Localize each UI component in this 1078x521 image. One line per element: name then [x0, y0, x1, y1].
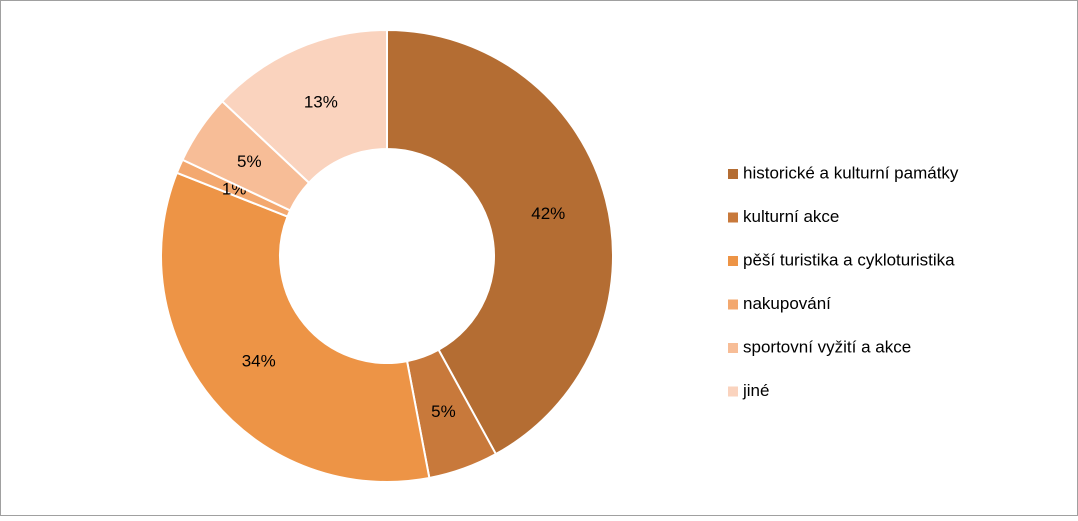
donut-slice [386, 28, 614, 456]
legend-swatch [728, 256, 738, 266]
donut-slice [220, 28, 388, 185]
data-label: 13% [304, 93, 338, 112]
legend-label: historické a kulturní památky [743, 163, 959, 182]
legend-label: nakupování [743, 294, 831, 313]
legend-label: jiné [742, 381, 769, 400]
legend-label: sportovní vyžití a akce [743, 337, 911, 356]
legend-swatch [728, 169, 738, 179]
donut-slice [160, 171, 431, 483]
legend-swatch [728, 212, 738, 223]
data-label: 34% [242, 352, 276, 371]
legend-swatch [728, 386, 738, 397]
legend-label: kulturní akce [743, 207, 839, 226]
legend-swatch [728, 299, 738, 310]
legend-swatch [728, 343, 738, 353]
data-label: 5% [237, 152, 262, 171]
data-label: 42% [531, 204, 565, 223]
legend-label: pěší turistika a cykloturistika [743, 250, 955, 269]
data-label: 5% [431, 402, 456, 421]
